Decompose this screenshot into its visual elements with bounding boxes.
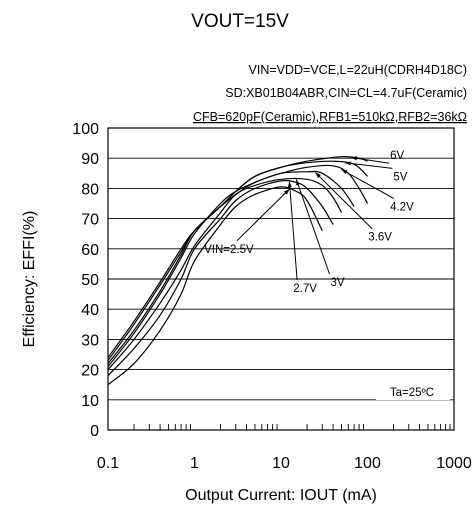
- annotation-pointer: [315, 172, 373, 230]
- annotation-arrowhead: [345, 161, 351, 166]
- curve-annotation: VIN=2.5V: [204, 244, 254, 256]
- curve-annotation: 5V: [393, 171, 407, 183]
- x-axis-label: Output Current: IOUT (mA): [185, 487, 377, 504]
- annotation-arrowhead: [296, 179, 301, 186]
- curve-annotation: 3V: [330, 277, 344, 289]
- curve-annotation: 2.7V: [293, 283, 317, 295]
- y-tick-label: 50: [81, 272, 99, 289]
- y-tick-label: 70: [81, 212, 99, 229]
- annotation-arrowhead: [287, 181, 292, 188]
- annotation-pointer: [344, 162, 393, 169]
- x-tick-label: 1: [190, 455, 199, 472]
- condition-line-3: CFB=620pF(Ceramic),RFB1=510kΩ,RFB2=36kΩ: [193, 110, 467, 124]
- ambient-temperature-label: Ta=25ºC: [390, 387, 434, 399]
- y-axis-label: Efficiency: EFFI(%): [21, 211, 38, 348]
- x-tick-label: 0.1: [97, 455, 119, 472]
- ambient-label-box: Ta=25ºC: [376, 384, 450, 400]
- grid: [108, 157, 454, 430]
- chart-title: VOUT=15V: [191, 11, 289, 32]
- x-tick-label: 10: [272, 455, 290, 472]
- condition-line-1: VIN=VDD=VCE,L=22uH(CDRH4D18C): [249, 63, 467, 77]
- series-line: [107, 179, 334, 377]
- annotations: 6V 5V 4.2V 3.6V VIN=2.5V 2.7V 3V: [204, 150, 414, 295]
- y-tick-label: 30: [81, 332, 99, 349]
- y-tick-label: 10: [81, 393, 99, 410]
- series-line: [107, 155, 368, 358]
- annotation-arrowhead: [341, 169, 348, 175]
- curve-annotation: 6V: [390, 150, 404, 162]
- curve-annotation: 4.2V: [390, 202, 414, 214]
- series-line: [107, 186, 323, 386]
- annotation-arrowhead: [351, 156, 358, 161]
- curve-annotation: 3.6V: [368, 232, 392, 244]
- annotation-pointer: [295, 179, 330, 275]
- y-tick-label: 80: [81, 181, 99, 198]
- series-line: [107, 170, 355, 367]
- x-tick-label: 1000: [436, 455, 472, 472]
- y-tick-label: 60: [81, 242, 99, 259]
- condition-line-2: SD:XB01B04ABR,CIN=CL=4.7uF(Ceramic): [225, 86, 467, 100]
- annotation-pointer: [236, 188, 290, 242]
- y-tick-label: 20: [81, 363, 99, 380]
- annotation-pointer: [288, 181, 298, 281]
- plot-frame: [107, 127, 455, 431]
- y-tick-label: 40: [81, 302, 99, 319]
- x-tick-label: 100: [354, 455, 381, 472]
- annotation-pointer: [341, 169, 395, 199]
- annotation-arrowhead: [315, 172, 321, 178]
- annotation-pointer: [351, 156, 390, 164]
- tick-labels: 0 10 20 30 40 50 60 70 80 90 100 0.1 1 10 100 1000: [72, 121, 472, 472]
- y-tick-label: 0: [90, 423, 99, 440]
- y-tick-label: 90: [81, 151, 99, 168]
- y-tick-label: 100: [72, 121, 99, 138]
- annotation-arrowhead: [283, 189, 290, 195]
